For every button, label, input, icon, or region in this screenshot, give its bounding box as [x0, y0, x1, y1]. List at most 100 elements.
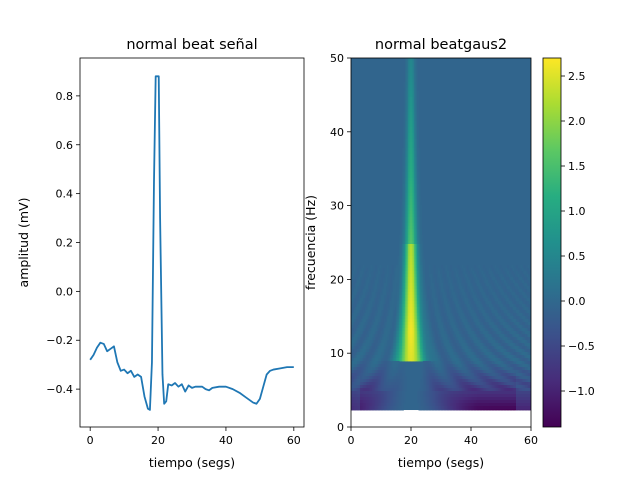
heatmap-cell: [511, 367, 514, 371]
heatmap-cell: [463, 307, 466, 311]
heatmap-cell: [436, 304, 439, 308]
heatmap-cell: [364, 304, 367, 308]
heatmap-cell: [495, 349, 497, 353]
heatmap-cell: [469, 343, 472, 347]
heatmap-cell: [474, 295, 476, 299]
heatmap-cell: [510, 295, 512, 299]
heatmap-cell: [382, 268, 385, 272]
heatmap-cell: [409, 325, 412, 329]
heatmap-cell: [430, 346, 433, 350]
heatmap-cell: [442, 352, 445, 356]
heatmap-cell: [405, 259, 407, 263]
heatmap-cell: [406, 163, 409, 167]
heatmap-cell: [384, 340, 386, 344]
heatmap-cell: [457, 295, 460, 299]
heatmap-cell: [358, 301, 361, 305]
heatmap-cell: [442, 364, 445, 368]
heatmap-cell: [453, 376, 455, 380]
heatmap-cell: [352, 376, 355, 380]
heatmap-cell: [354, 292, 356, 296]
heatmap-cell: [496, 367, 499, 371]
heatmap-cell: [372, 349, 374, 353]
heatmap-cell: [484, 355, 487, 359]
heatmap-cell: [447, 328, 449, 332]
heatmap-cell: [382, 394, 385, 398]
heatmap-cell: [529, 352, 531, 356]
heatmap-cell: [477, 370, 479, 374]
heatmap-cell: [451, 400, 454, 404]
heatmap-cell: [378, 331, 380, 335]
heatmap-cell: [435, 361, 437, 365]
heatmap-cell: [468, 331, 470, 335]
heatmap-cell: [456, 382, 458, 386]
heatmap-cell: [430, 379, 433, 383]
heatmap-cell: [387, 370, 389, 374]
heatmap-cell: [384, 307, 386, 311]
heatmap-cell: [421, 370, 424, 374]
heatmap-cell: [411, 100, 413, 104]
heatmap-cell: [393, 292, 395, 296]
heatmap-cell: [375, 334, 377, 338]
heatmap-cell: [438, 289, 440, 293]
heatmap-cell: [423, 292, 425, 296]
heatmap-cell: [447, 382, 449, 386]
heatmap-cell: [375, 304, 377, 308]
heatmap-cell: [438, 391, 440, 395]
heatmap-cell: [358, 346, 361, 350]
heatmap-cell: [415, 181, 418, 185]
heatmap-cell: [391, 343, 394, 347]
heatmap-cell: [421, 358, 424, 362]
heatmap-cell: [411, 313, 413, 317]
heatmap-cell: [408, 295, 410, 299]
heatmap-cell: [477, 355, 479, 359]
heatmap-cell: [360, 322, 362, 326]
heatmap-cell: [414, 151, 416, 155]
heatmap-cell: [354, 391, 356, 395]
heatmap-cell: [426, 400, 428, 404]
heatmap-cell: [526, 301, 529, 305]
heatmap-cell: [421, 352, 424, 356]
heatmap-cell: [403, 172, 406, 176]
heatmap-cell: [474, 334, 476, 338]
heatmap-cell: [414, 235, 416, 239]
heatmap-cell: [427, 382, 430, 386]
heatmap-cell: [408, 304, 410, 308]
heatmap-cell: [397, 274, 400, 278]
heatmap-cell: [450, 379, 452, 383]
heatmap-cell: [382, 373, 385, 377]
heatmap-cell: [394, 271, 397, 275]
heatmap-cell: [478, 274, 481, 278]
heatmap-cell: [393, 394, 395, 398]
heatmap-cell: [369, 331, 371, 335]
heatmap-cell: [460, 271, 463, 275]
heatmap-cell: [468, 340, 470, 344]
heatmap-cell: [351, 382, 353, 386]
heatmap-cell: [489, 382, 491, 386]
heatmap-cell: [424, 400, 427, 404]
heatmap-cell: [406, 226, 409, 230]
heatmap-cell: [421, 283, 424, 287]
heatmap-cell: [457, 292, 460, 296]
heatmap-cell: [378, 334, 380, 338]
heatmap-cell: [427, 346, 430, 350]
heatmap-cell: [442, 382, 445, 386]
heatmap-cell: [403, 370, 406, 374]
heatmap-cell: [447, 304, 449, 308]
heatmap-cell: [403, 334, 406, 338]
heatmap-cell: [423, 361, 425, 365]
heatmap-cell: [445, 376, 448, 380]
heatmap-cell: [462, 280, 464, 284]
heatmap-cell: [442, 316, 445, 320]
heatmap-cell: [412, 76, 415, 80]
heatmap-cell: [406, 286, 409, 290]
heatmap-cell: [397, 289, 400, 293]
heatmap-cell: [360, 400, 362, 404]
heatmap-cell: [442, 346, 445, 350]
heatmap-cell: [414, 121, 416, 125]
heatmap-cell: [447, 388, 449, 392]
heatmap-cell: [406, 61, 409, 65]
heatmap-cell: [456, 343, 458, 347]
heatmap-cell: [421, 346, 424, 350]
heatmap-cell: [418, 154, 421, 158]
heatmap-cell: [459, 310, 461, 314]
